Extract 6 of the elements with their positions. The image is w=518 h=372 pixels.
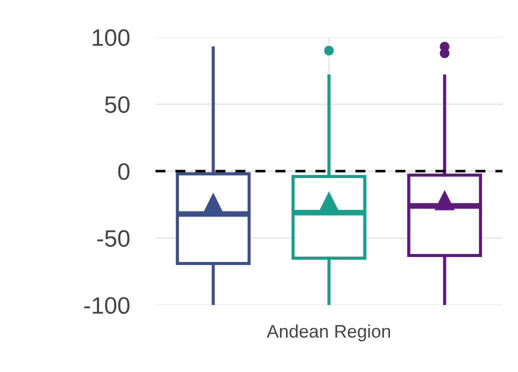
y-tick-label: 50 <box>105 96 130 113</box>
y-tick-label: 100 <box>92 29 130 46</box>
x-tick-label: Andean Region <box>266 324 390 342</box>
y-tick-label: -100 <box>84 297 130 314</box>
y-tick-label: -50 <box>97 230 130 247</box>
y-tick-label: 0 <box>118 163 130 180</box>
